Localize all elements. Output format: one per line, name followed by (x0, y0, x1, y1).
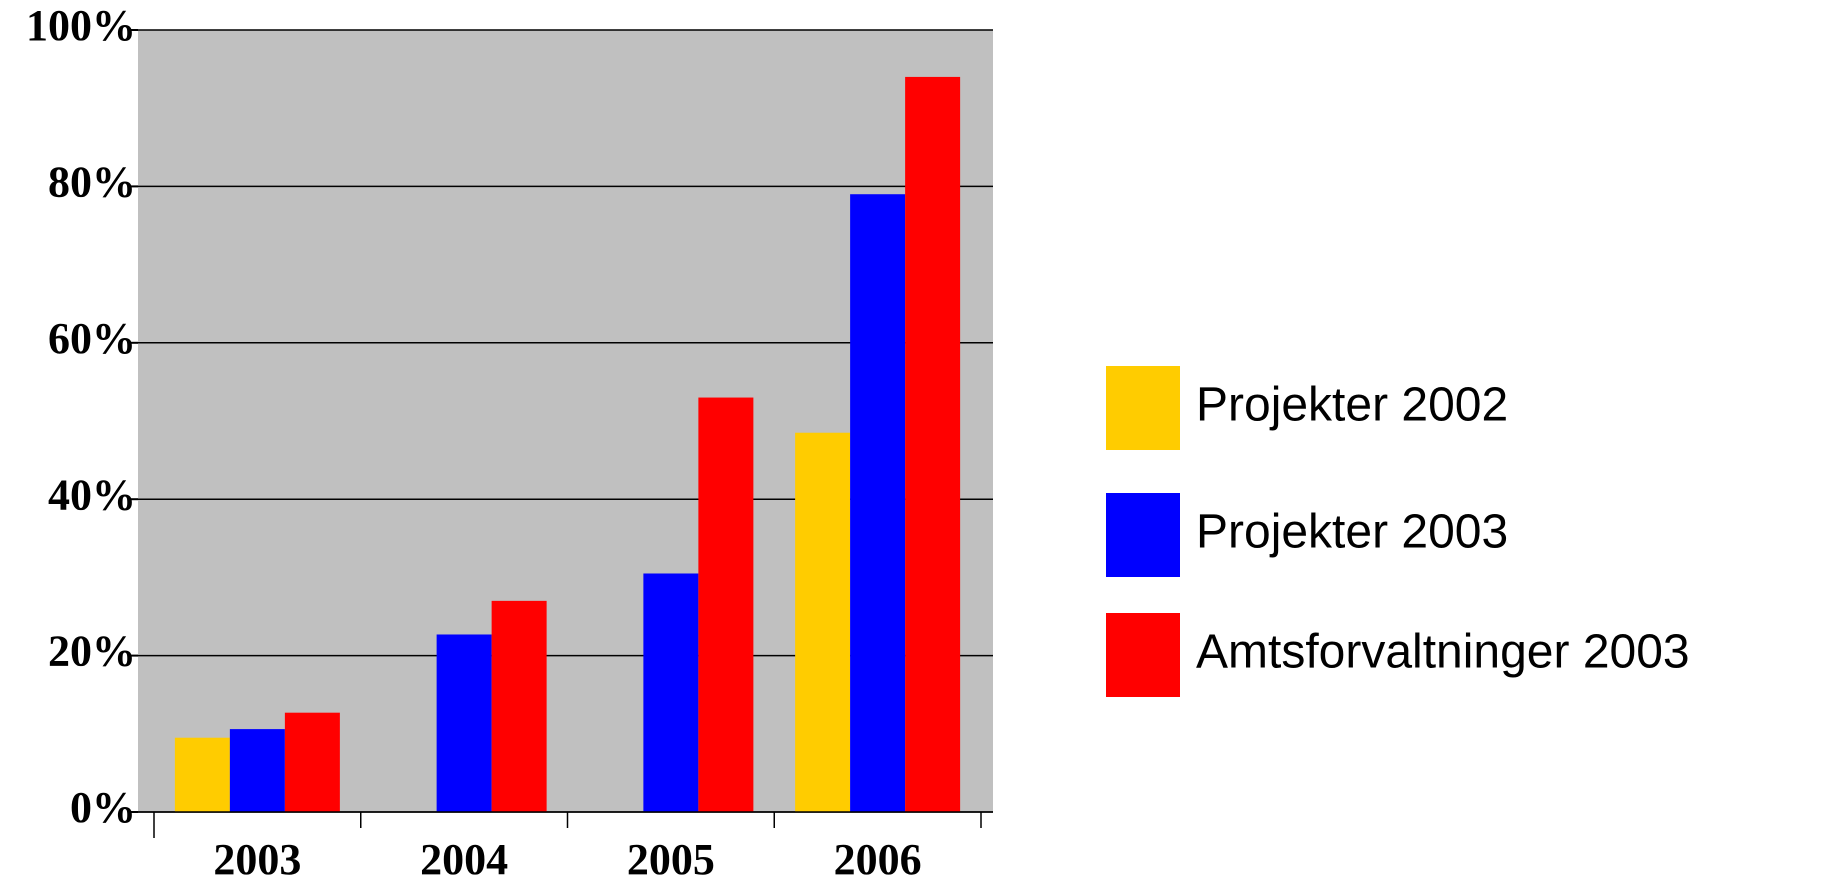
y-tick-label: 20% (48, 627, 136, 676)
bar (229, 729, 285, 812)
legend-swatch (1106, 366, 1180, 450)
y-tick-label: 60% (48, 314, 136, 363)
legend-label: Projekter 2003 (1196, 506, 1508, 559)
x-tick-label: 2004 (420, 835, 508, 884)
legend-label: Projekter 2002 (1196, 379, 1508, 432)
y-tick-label: 100% (26, 1, 136, 50)
legend-swatch (1106, 613, 1180, 697)
bar (850, 194, 906, 813)
y-tick-label: 80% (48, 157, 136, 206)
bar (491, 600, 547, 812)
y-tick-label: 40% (48, 470, 136, 519)
x-tick-label: 2003 (213, 835, 301, 884)
x-tick-label: 2005 (627, 835, 715, 884)
bar (905, 76, 961, 813)
bar (174, 737, 230, 812)
bar (436, 634, 492, 812)
legend-label: Amtsforvaltninger 2003 (1196, 626, 1690, 679)
bar (284, 712, 340, 812)
y-tick-label: 0% (70, 783, 136, 832)
bar (643, 573, 699, 812)
bar (795, 432, 851, 812)
bar (698, 397, 754, 812)
legend-swatch (1106, 493, 1180, 577)
x-tick-label: 2006 (834, 835, 922, 884)
